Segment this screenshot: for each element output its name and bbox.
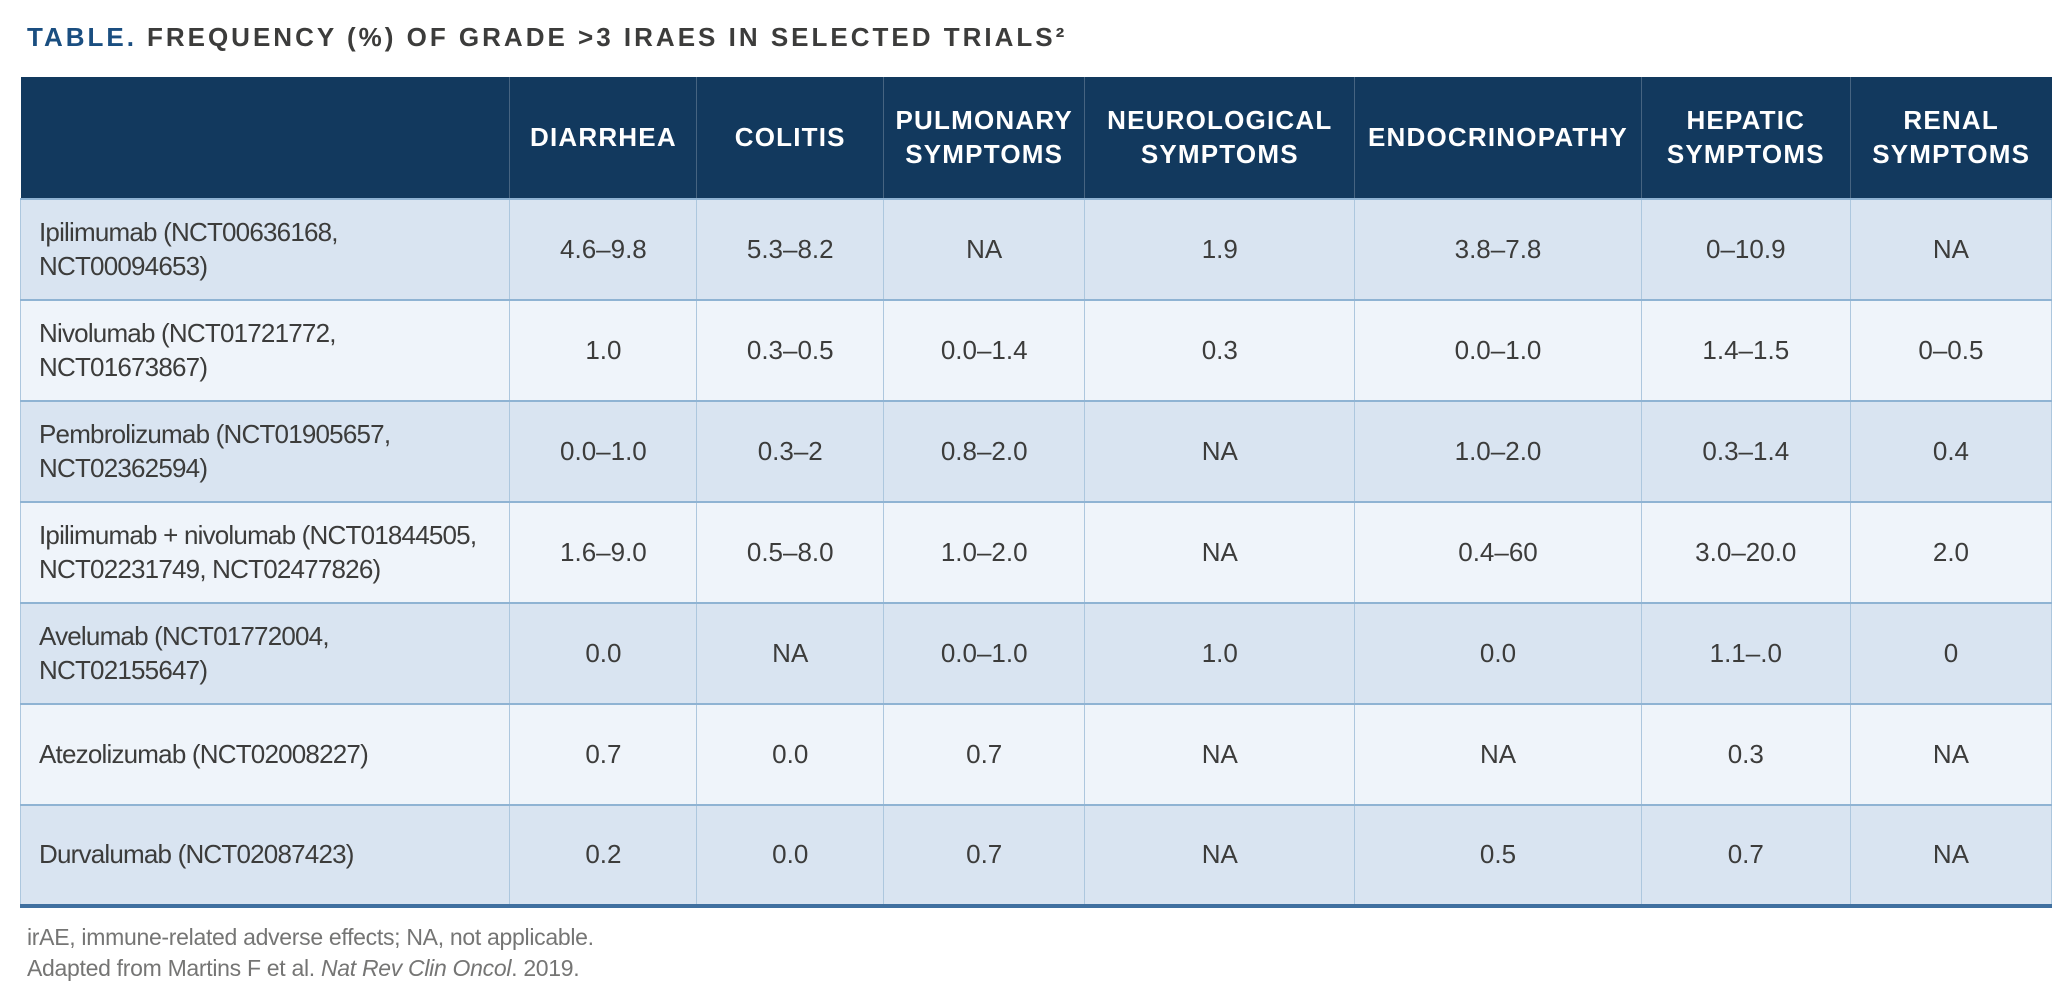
value-cell: 1.0–2.0	[883, 502, 1085, 603]
value-cell: 0.3–1.4	[1640, 401, 1851, 502]
value-cell: 2.0	[1849, 502, 2053, 603]
value-cell: 1.1–.0	[1640, 603, 1851, 704]
footnote-abbreviations: irAE, immune-related adverse effects; NA…	[27, 924, 594, 950]
value-cell: 0.4–60	[1354, 502, 1642, 603]
value-cell: 1.0	[1084, 603, 1355, 704]
footnotes: irAE, immune-related adverse effects; NA…	[27, 922, 2072, 984]
footnote-source: Adapted from Martins F et al. Nat Rev Cl…	[27, 953, 2072, 984]
value-cell: 0.4	[1849, 401, 2053, 502]
table-header: DIARRHEA COLITIS PULMONARY SYMPTOMS NEUROLO…	[20, 77, 2052, 199]
value-cell: 3.0–20.0	[1640, 502, 1851, 603]
value-cell: NA	[883, 199, 1085, 300]
column-header-endocrinopathy: ENDOCRINOPATHY	[1354, 77, 1642, 199]
value-cell: 0.5–8.0	[696, 502, 884, 603]
value-cell: 0	[1849, 603, 2053, 704]
value-cell: 0.0	[509, 603, 697, 704]
page: TABLE. FREQUENCY (%) OF GRADE >3 IRAES IN…	[0, 22, 2072, 1006]
value-cell: 0.3–0.5	[696, 300, 884, 401]
value-cell: 0.0	[696, 704, 884, 805]
column-header-pulmonary-symptoms: PULMONARY SYMPTOMS	[883, 77, 1085, 199]
column-header-colitis: COLITIS	[696, 77, 884, 199]
drug-name-cell: Durvalumab (NCT02087423)	[19, 805, 510, 908]
column-header-neurological-symptoms: NEUROLOGICAL SYMPTOMS	[1084, 77, 1355, 199]
column-header-drug-trial	[20, 77, 510, 199]
table-row: Ipilimumab (NCT00636168, NCT00094653) 4.6…	[19, 199, 2053, 300]
table-row: Durvalumab (NCT02087423) 0.2 0.0 0.7 NA 0.5 0.…	[19, 805, 2053, 908]
footnote-source-suffix: . 2019.	[511, 955, 580, 982]
value-cell: 4.6–9.8	[509, 199, 697, 300]
value-cell: NA	[1084, 704, 1355, 805]
table-row: Atezolizumab (NCT02008227) 0.7 0.0 0.7 NA NA 0…	[19, 704, 2053, 805]
value-cell: 1.0	[509, 300, 697, 401]
table-row: Nivolumab (NCT01721772, NCT01673867) 1.0 0…	[19, 300, 2053, 401]
value-cell: NA	[1354, 704, 1642, 805]
footnote-source-prefix: Adapted from Martins F et al.	[27, 955, 321, 982]
value-cell: NA	[1849, 704, 2053, 805]
table-title: TABLE. FREQUENCY (%) OF GRADE >3 IRAES IN…	[27, 22, 2072, 53]
value-cell: 0.7	[1640, 805, 1851, 908]
irae-frequency-table: DIARRHEA COLITIS PULMONARY SYMPTOMS NEUROLO…	[19, 77, 2053, 908]
value-cell: NA	[1084, 401, 1355, 502]
table-title-text: FREQUENCY (%) OF GRADE >3 IRAES IN SELEC…	[146, 22, 1068, 52]
value-cell: 0.7	[883, 704, 1085, 805]
value-cell: 0.7	[883, 805, 1085, 908]
drug-name-cell: Pembrolizumab (NCT01905657, NCT02362594)	[19, 401, 510, 502]
table-row: Avelumab (NCT01772004, NCT02155647) 0.0 NA…	[19, 603, 2053, 704]
value-cell: 1.4–1.5	[1640, 300, 1851, 401]
value-cell: 0.2	[509, 805, 697, 908]
column-header-hepatic-symptoms: HEPATIC SYMPTOMS	[1640, 77, 1851, 199]
value-cell: 1.9	[1084, 199, 1355, 300]
value-cell: 0.8–2.0	[883, 401, 1085, 502]
footnote-source-journal: Nat Rev Clin Oncol	[320, 955, 512, 982]
value-cell: 0.3–2	[696, 401, 884, 502]
value-cell: 3.8–7.8	[1354, 199, 1642, 300]
drug-name-cell: Ipilimumab + nivolumab (NCT01844505, NCT…	[19, 502, 510, 603]
value-cell: 0.0–1.4	[883, 300, 1085, 401]
table-title-label: TABLE.	[27, 22, 137, 52]
header-row: DIARRHEA COLITIS PULMONARY SYMPTOMS NEUROLO…	[20, 77, 2052, 199]
value-cell: 0.3	[1640, 704, 1851, 805]
value-cell: 0.0	[1354, 603, 1642, 704]
value-cell: NA	[1084, 805, 1355, 908]
value-cell: NA	[696, 603, 884, 704]
table-row: Ipilimumab + nivolumab (NCT01844505, NCT…	[19, 502, 2053, 603]
value-cell: 1.6–9.0	[509, 502, 697, 603]
value-cell: 0–0.5	[1849, 300, 2053, 401]
value-cell: 0–10.9	[1640, 199, 1851, 300]
value-cell: 5.3–8.2	[696, 199, 884, 300]
value-cell: 0.5	[1354, 805, 1642, 908]
table-row: Pembrolizumab (NCT01905657, NCT02362594)…	[19, 401, 2053, 502]
column-header-renal-symptoms: RENAL SYMPTOMS	[1849, 77, 2052, 199]
value-cell: 0.0	[696, 805, 884, 908]
drug-name-cell: Ipilimumab (NCT00636168, NCT00094653)	[19, 199, 510, 300]
drug-name-cell: Nivolumab (NCT01721772, NCT01673867)	[19, 300, 510, 401]
value-cell: NA	[1084, 502, 1355, 603]
value-cell: 0.0–1.0	[883, 603, 1085, 704]
value-cell: NA	[1849, 199, 2053, 300]
value-cell: 0.7	[509, 704, 697, 805]
value-cell: 0.0–1.0	[509, 401, 697, 502]
column-header-diarrhea: DIARRHEA	[509, 77, 697, 199]
drug-name-cell: Avelumab (NCT01772004, NCT02155647)	[19, 603, 510, 704]
value-cell: 1.0–2.0	[1354, 401, 1642, 502]
value-cell: 0.0–1.0	[1354, 300, 1642, 401]
table-body: Ipilimumab (NCT00636168, NCT00094653) 4.6…	[19, 199, 2053, 908]
value-cell: NA	[1849, 805, 2053, 908]
drug-name-cell: Atezolizumab (NCT02008227)	[19, 704, 510, 805]
value-cell: 0.3	[1084, 300, 1355, 401]
